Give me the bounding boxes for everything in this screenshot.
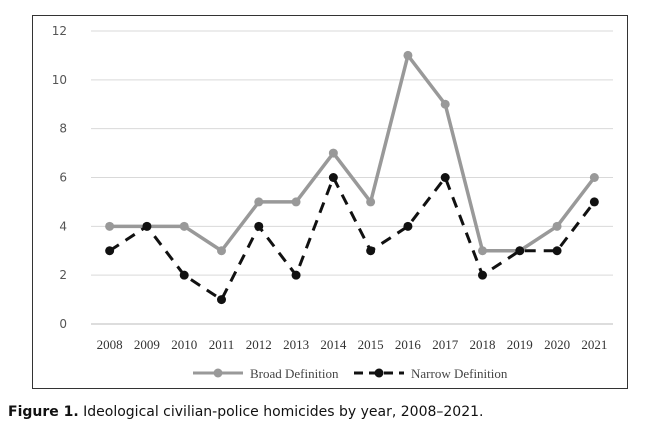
- x-tick-label: 2017: [432, 337, 459, 352]
- y-tick-label: 6: [59, 171, 67, 185]
- data-point: [105, 221, 115, 231]
- data-point: [552, 246, 562, 256]
- x-tick-label: 2013: [283, 337, 309, 352]
- data-point: [142, 221, 152, 231]
- data-point: [440, 173, 450, 182]
- x-tick-label: 2012: [246, 337, 272, 352]
- legend-label: Narrow Definition: [411, 366, 508, 381]
- x-tick-label: 2010: [171, 337, 197, 352]
- series-line-narrow: [108, 176, 596, 302]
- data-point: [217, 295, 226, 305]
- series-lines: [105, 50, 599, 305]
- data-point: [254, 197, 264, 207]
- caption-text: Ideological civilian-police homicides by…: [83, 404, 484, 420]
- legend-label: Broad Definition: [250, 366, 339, 381]
- data-point: [403, 50, 413, 60]
- x-tick-label: 2015: [358, 337, 384, 352]
- data-point: [589, 173, 599, 182]
- x-axis-ticks: 2008 2009 2010 2011 2012 2013 2014 2015 2016 2017…: [97, 337, 608, 352]
- y-tick-label: 12: [52, 24, 67, 38]
- series-line-broad: [109, 53, 596, 253]
- data-point: [254, 221, 264, 231]
- data-point: [403, 221, 413, 231]
- data-point: [291, 270, 301, 280]
- data-point: [179, 270, 189, 280]
- y-tick-label: 4: [59, 219, 67, 233]
- x-tick-label: 2018: [470, 337, 496, 352]
- data-point: [217, 246, 226, 256]
- figure-caption: Figure 1. Ideological civilian-police ho…: [8, 404, 648, 420]
- x-tick-label: 2016: [395, 337, 422, 352]
- x-tick-label: 2021: [581, 337, 607, 352]
- data-point: [478, 270, 487, 280]
- data-point: [478, 246, 487, 256]
- y-tick-label: 0: [59, 317, 67, 331]
- x-tick-label: 2009: [134, 337, 160, 352]
- data-point: [179, 221, 189, 231]
- x-tick-label: 2008: [97, 337, 123, 352]
- data-point: [328, 148, 338, 158]
- data-point: [105, 246, 115, 256]
- data-point: [589, 197, 599, 207]
- data-point: [440, 99, 450, 109]
- data-point: [328, 173, 338, 182]
- y-tick-label: 10: [52, 73, 67, 87]
- legend-marker: [374, 368, 384, 378]
- legend: Broad Definition Narrow Definition: [193, 366, 508, 381]
- y-tick-label: 8: [59, 122, 67, 136]
- data-point: [552, 221, 562, 231]
- legend-marker: [213, 368, 223, 378]
- chart-frame: 0 2 4 6 8 10 12 2008 2009 2010 2011 2012 2013 2014 20…: [32, 15, 628, 389]
- data-point: [366, 197, 376, 207]
- x-tick-label: 2014: [320, 337, 347, 352]
- y-tick-label: 2: [59, 268, 67, 282]
- data-point: [366, 246, 376, 256]
- x-tick-label: 2019: [507, 337, 533, 352]
- y-axis-ticks: 0 2 4 6 8 10 12: [52, 24, 67, 331]
- x-tick-label: 2020: [544, 337, 570, 352]
- data-point: [291, 197, 301, 207]
- x-tick-label: 2011: [209, 337, 235, 352]
- data-point: [515, 246, 525, 256]
- caption-label: Figure 1.: [8, 404, 79, 420]
